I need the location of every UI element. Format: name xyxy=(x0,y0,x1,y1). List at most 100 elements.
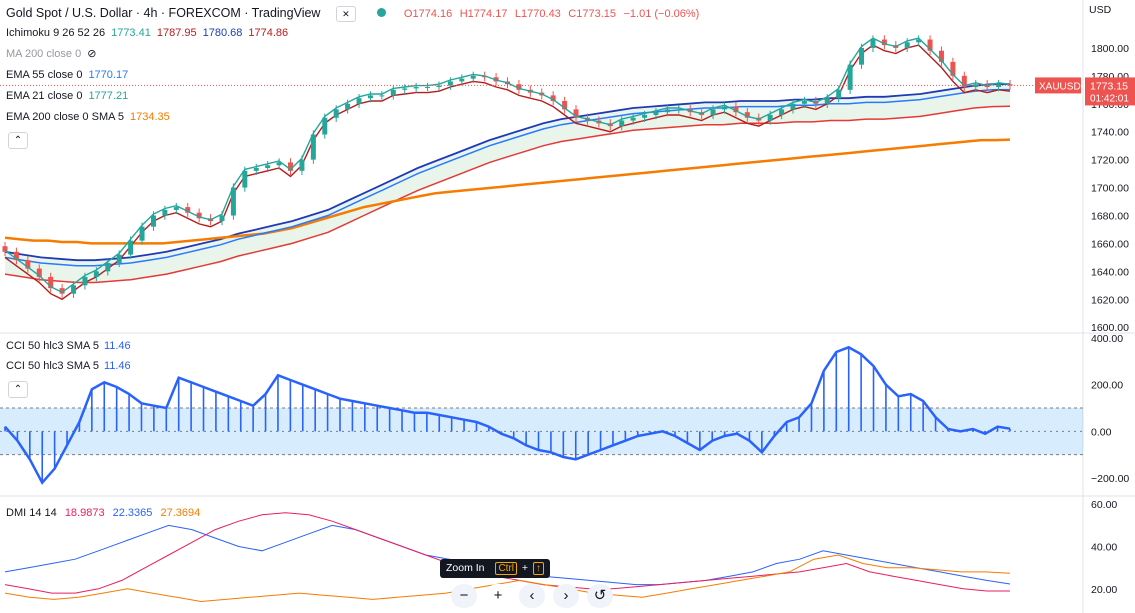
candle-body xyxy=(573,109,579,118)
candle-body xyxy=(82,276,88,286)
candle-body xyxy=(25,260,31,269)
candle-body xyxy=(310,134,316,160)
candle-body xyxy=(847,64,853,90)
adx-value: 27.3694 xyxy=(160,507,201,519)
candle-body xyxy=(105,262,111,272)
legend-value: 1770.17 xyxy=(88,69,129,81)
price-tick-label: 1800.00 xyxy=(1091,43,1129,55)
candle-body xyxy=(36,268,42,277)
candle-body xyxy=(824,98,830,104)
candle-body xyxy=(836,89,842,99)
cci-value: 11.46 xyxy=(103,360,131,372)
candle-body xyxy=(916,39,922,43)
legend-row-4[interactable]: EMA 200 close 0 SMA 5 1734.35 xyxy=(6,110,176,124)
zoom-out-button[interactable]: − xyxy=(451,584,477,608)
candle-body xyxy=(59,288,65,294)
zoom-toolbar: − + ‹ › ↺ xyxy=(451,584,613,608)
scroll-left-button[interactable]: ‹ xyxy=(519,584,545,608)
candle-body xyxy=(185,207,191,213)
price-tick-label: 1720.00 xyxy=(1091,155,1129,167)
cci-tick-label: −200.00 xyxy=(1091,473,1129,485)
candle-body xyxy=(402,88,408,90)
adx-line xyxy=(4,554,1011,603)
candle-body xyxy=(470,75,476,79)
dmi-plus-value: 22.3365 xyxy=(112,507,153,519)
cci-label: CCI 50 hlc3 SMA 5 xyxy=(6,340,99,352)
ema200-line xyxy=(4,138,1011,245)
currency-label[interactable]: USD xyxy=(1089,4,1112,16)
candle-body xyxy=(744,112,750,118)
candle-body xyxy=(721,106,727,110)
cci-legend-1[interactable]: CCI 50 hlc3 SMA 5 11.46 xyxy=(6,340,136,352)
candle-body xyxy=(859,47,865,65)
ohlc-low: L1770.43 xyxy=(514,8,561,20)
symbol-title[interactable]: Gold Spot / U.S. Dollar · 4h · FOREXCOM … xyxy=(6,6,321,20)
ohlc-close: C1773.15 xyxy=(568,8,617,20)
candle-body xyxy=(938,50,944,62)
candle-body xyxy=(162,209,168,216)
candle-body xyxy=(196,212,202,219)
legend-value: 1773.41 xyxy=(111,27,151,39)
candle-body xyxy=(767,114,773,121)
legend-row-3[interactable]: EMA 21 close 0 1777.21 xyxy=(6,89,134,103)
candle-body xyxy=(139,226,145,241)
cci-legend-2[interactable]: CCI 50 hlc3 SMA 5 11.46 xyxy=(6,360,136,372)
dmi-tick-label: 20.00 xyxy=(1091,584,1117,596)
cci-line xyxy=(4,345,1011,485)
ema55-line xyxy=(4,88,1011,267)
ohlc-change: −1.01 (−0.06%) xyxy=(623,8,700,20)
candle-body xyxy=(333,109,339,118)
candle-body xyxy=(927,39,933,51)
candle-body xyxy=(710,109,716,115)
candle-body xyxy=(299,159,305,171)
reset-chart-button[interactable]: ↺ xyxy=(587,584,613,608)
candle-body xyxy=(801,100,807,104)
senkou-span-a-line xyxy=(4,105,1011,284)
candle-body xyxy=(459,78,465,82)
dmi-tick-label: 60.00 xyxy=(1091,499,1117,511)
candle-body xyxy=(379,95,385,97)
candle-body xyxy=(322,117,328,135)
candle-body xyxy=(436,85,442,88)
candle-body xyxy=(116,254,122,263)
legend-collapse-button[interactable]: ⌃ xyxy=(8,132,28,149)
price-tick-label: 1600.00 xyxy=(1091,322,1129,334)
candle-body xyxy=(253,168,259,171)
countdown-label: 01:42:01 xyxy=(1090,93,1129,104)
candle-body xyxy=(961,75,967,88)
dmi-label: DMI 14 14 xyxy=(6,507,57,519)
ticker-tag xyxy=(1035,77,1081,94)
candle-body xyxy=(630,117,636,121)
alert-icon[interactable]: ✕ xyxy=(335,6,356,22)
candle-body xyxy=(71,285,77,294)
dmi-legend[interactable]: DMI 14 14 18.9873 22.3365 27.3694 xyxy=(6,507,205,519)
candle-body xyxy=(150,215,156,227)
cci-collapse-button[interactable]: ⌃ xyxy=(8,381,28,398)
legend-label: Ichimoku 9 26 52 26 xyxy=(6,27,106,39)
candle-body xyxy=(93,271,99,277)
last-price-tag xyxy=(1085,77,1135,106)
legend-value: 1734.35 xyxy=(130,111,170,123)
dmi-minus-value: 18.9873 xyxy=(64,507,105,519)
ticker-label: XAUUSD xyxy=(1039,81,1081,92)
ohlc-open: O1774.16 xyxy=(403,8,453,20)
legend-row-2[interactable]: EMA 55 close 0 1770.17 xyxy=(6,68,134,82)
ohlc-high: H1774.17 xyxy=(459,8,508,20)
legend-label: EMA 55 close 0 xyxy=(6,69,83,81)
zoom-in-button[interactable]: + xyxy=(485,584,511,608)
candle-body xyxy=(173,207,179,210)
legend-row-1[interactable]: MA 200 close 0 ⊘ xyxy=(6,47,102,61)
hidden-eye-icon[interactable]: ⊘ xyxy=(87,48,97,60)
zoom-tooltip: Zoom In Ctrl + ↑ xyxy=(440,559,550,578)
dmi-tick-label: 40.00 xyxy=(1091,542,1117,554)
candle-body xyxy=(447,81,453,86)
scroll-right-button[interactable]: › xyxy=(553,584,579,608)
candle-body xyxy=(230,187,236,216)
candle-body xyxy=(242,170,248,188)
kijun-line xyxy=(4,44,1011,301)
last-price-label: 1773.15 xyxy=(1090,80,1128,92)
legend-label: EMA 200 close 0 SMA 5 xyxy=(6,111,125,123)
legend-row-0[interactable]: Ichimoku 9 26 52 26 1773.41 1787.95 1780.68… xyxy=(6,26,294,40)
candle-body xyxy=(345,103,351,110)
